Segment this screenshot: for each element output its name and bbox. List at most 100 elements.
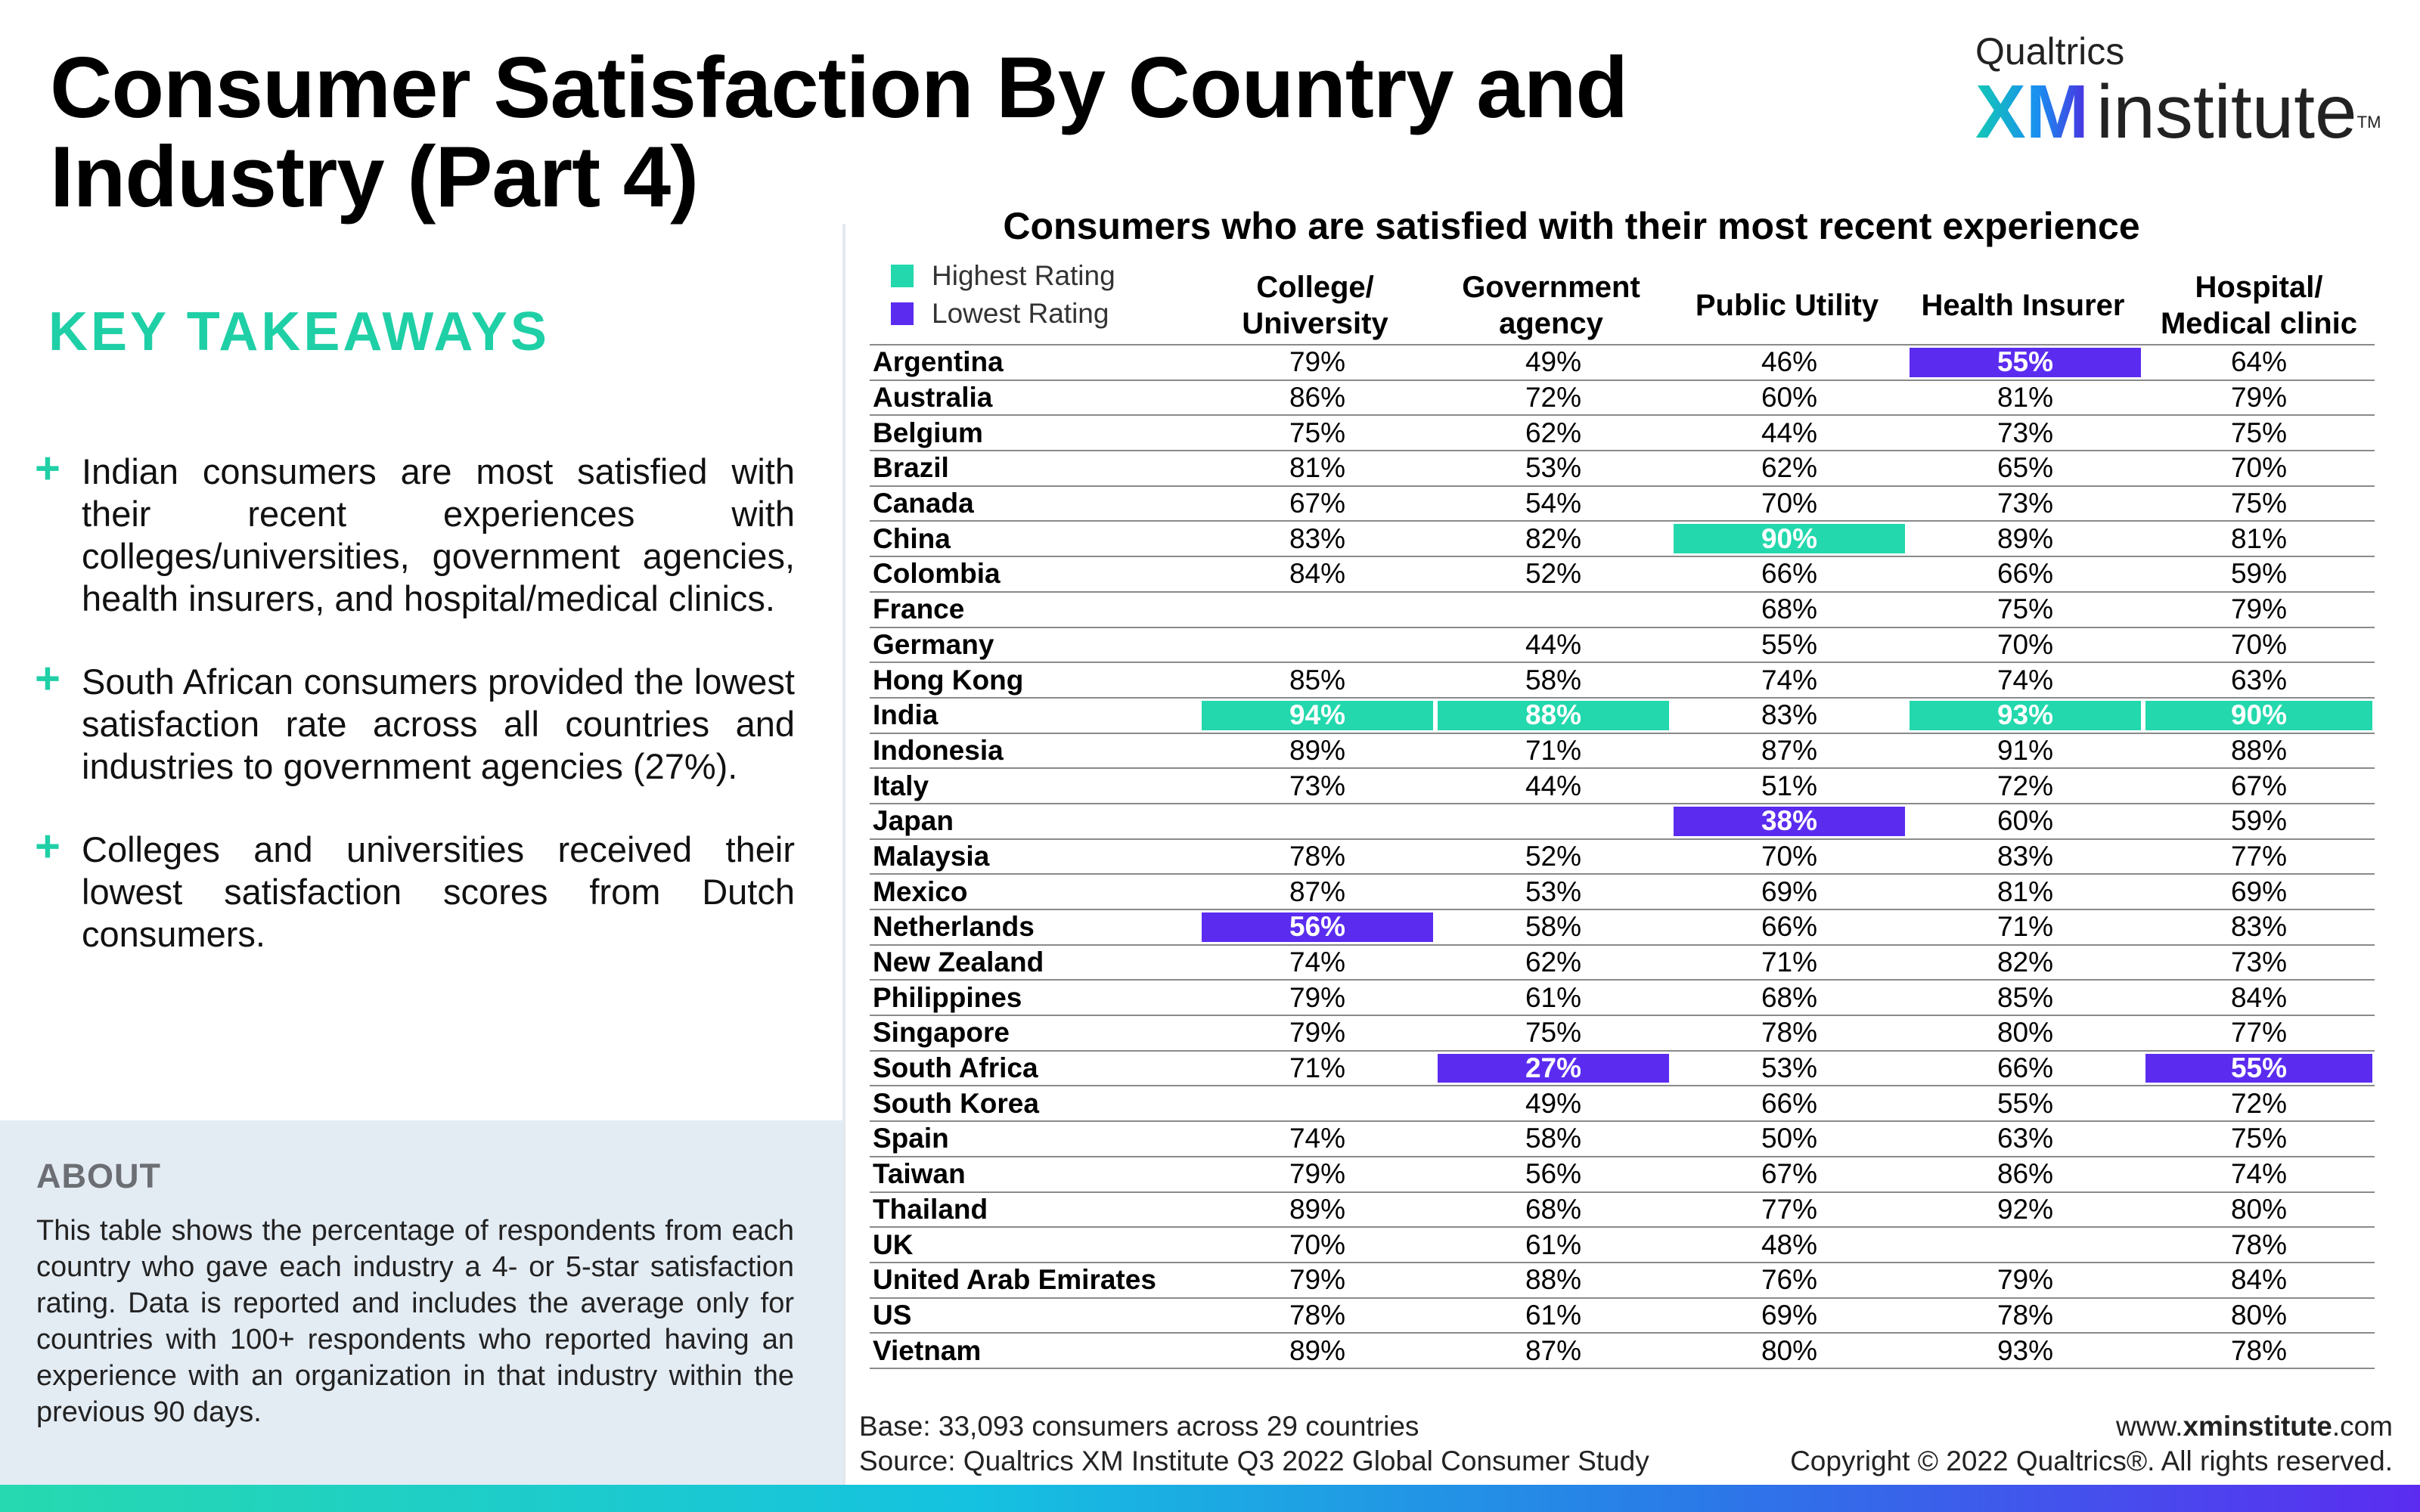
table-row: Mexico 87% 53% 69% 81% 69% — [870, 874, 2375, 910]
table-row: New Zealand 74% 62% 71% 82% 73% — [870, 944, 2375, 981]
value-cell: 49% — [1435, 344, 1671, 381]
value-cell: 68% — [1435, 1191, 1671, 1228]
value-cell: 66% — [1671, 1086, 1907, 1123]
value-cell: 78% — [1907, 1297, 2143, 1334]
value-cell: 87% — [1671, 733, 1907, 770]
country-cell: Taiwan — [870, 1156, 1199, 1193]
value-cell: 89% — [1199, 733, 1435, 770]
table-title: Consumers who are satisfied with their m… — [1003, 205, 2140, 247]
value-cell: 48% — [1671, 1227, 1907, 1263]
value-cell: 63% — [2143, 662, 2375, 699]
column-header-utility: Public Utility — [1695, 289, 1879, 322]
value-cell — [1199, 803, 1435, 840]
value-cell: 59% — [2143, 556, 2375, 593]
value-cell: 77% — [2143, 1015, 2375, 1052]
value-cell: 51% — [1671, 768, 1907, 804]
country-cell: Hong Kong — [870, 662, 1199, 699]
country-cell: UK — [870, 1227, 1199, 1263]
footer-source: Source: Qualtrics XM Institute Q3 2022 G… — [859, 1445, 1649, 1476]
country-cell: United Arab Emirates — [870, 1262, 1199, 1299]
value-cell: 44% — [1435, 768, 1671, 804]
value-cell: 56% — [1435, 1156, 1671, 1193]
logo-qualtrics-text: Qualtrics — [1975, 30, 2125, 73]
value-cell: 75% — [2143, 415, 2375, 452]
plus-icon: + — [35, 822, 60, 871]
table-row: Japan 38% 60% 59% — [870, 803, 2375, 840]
legend-label-highest: Highest Rating — [932, 260, 1115, 291]
country-cell: China — [870, 521, 1199, 558]
country-cell: South Korea — [870, 1086, 1199, 1123]
table-row: Canada 67% 54% 70% 73% 75% — [870, 485, 2375, 522]
value-cell: 73% — [2143, 944, 2375, 981]
legend-swatch-lowest — [891, 302, 914, 325]
table-row: Australia 86% 72% 60% 81% 79% — [870, 380, 2375, 417]
satisfaction-table: Argentina 79% 49% 46% 55% 64% Australia 86% 72% 6… — [870, 344, 2375, 1369]
value-cell: 72% — [1907, 768, 2143, 804]
value-cell — [1435, 803, 1671, 840]
value-cell: 71% — [1671, 944, 1907, 981]
takeaway-item: + South African consumers provided the lo… — [35, 657, 795, 788]
footer-website[interactable]: www.xminstitute.com — [1790, 1409, 2393, 1444]
value-cell: 70% — [2143, 451, 2375, 487]
value-cell: 74% — [2143, 1156, 2375, 1193]
value-cell: 81% — [1907, 380, 2143, 417]
column-header-college: College/ University — [1242, 271, 1388, 340]
table-row: Thailand 89% 68% 77% 92% 80% — [870, 1191, 2375, 1228]
value-cell: 72% — [2143, 1086, 2375, 1123]
value-cell: 78% — [1199, 838, 1435, 875]
logo-trademark: TM — [2356, 113, 2381, 132]
value-cell: 88% — [2143, 733, 2375, 770]
value-cell: 77% — [1671, 1191, 1907, 1228]
takeaway-item: + Indian consumers are most satisfied wit… — [35, 447, 795, 620]
value-cell: 75% — [1199, 415, 1435, 452]
value-cell: 89% — [1907, 521, 2143, 558]
value-cell: 83% — [1199, 521, 1435, 558]
value-cell: 61% — [1435, 1227, 1671, 1263]
value-cell: 62% — [1435, 415, 1671, 452]
country-cell: Spain — [870, 1121, 1199, 1157]
value-cell: 66% — [1907, 1050, 2143, 1087]
column-header-government: Government agency — [1462, 271, 1640, 340]
value-cell: 53% — [1435, 451, 1671, 487]
table-row: India 94% 88% 83% 93% 90% — [870, 697, 2375, 734]
value-cell: 70% — [1199, 1227, 1435, 1263]
value-cell: 83% — [1671, 697, 1907, 734]
country-cell: Mexico — [870, 874, 1199, 910]
table-row: Singapore 79% 75% 78% 80% 77% — [870, 1015, 2375, 1052]
table-row: France 68% 75% 79% — [870, 591, 2375, 628]
website-bold: xminstitute — [2183, 1411, 2332, 1442]
takeaway-item: + Colleges and universities received thei… — [35, 822, 795, 956]
country-cell: Argentina — [870, 344, 1199, 381]
value-cell: 79% — [1907, 1262, 2143, 1299]
value-cell: 83% — [1907, 838, 2143, 875]
website-suffix: .com — [2332, 1411, 2393, 1442]
value-cell: 58% — [1435, 1121, 1671, 1157]
legend-swatch-highest — [891, 265, 914, 287]
value-cell: 73% — [1907, 415, 2143, 452]
country-cell: Germany — [870, 627, 1199, 664]
value-cell: 66% — [1671, 556, 1907, 593]
value-cell: 44% — [1435, 627, 1671, 664]
value-cell: 84% — [1199, 556, 1435, 593]
table-row: Italy 73% 44% 51% 72% 67% — [870, 768, 2375, 804]
value-cell: 27% — [1435, 1050, 1671, 1087]
value-cell: 81% — [1199, 451, 1435, 487]
value-cell: 79% — [1199, 1156, 1435, 1193]
value-cell: 75% — [2143, 485, 2375, 522]
logo-institute: institute — [2096, 70, 2357, 154]
value-cell: 75% — [2143, 1121, 2375, 1157]
footer-credits: www.xminstitute.com Copyright © 2022 Qua… — [1790, 1409, 2393, 1479]
value-cell: 83% — [2143, 909, 2375, 946]
value-cell: 87% — [1435, 1333, 1671, 1369]
table-row: Indonesia 89% 71% 87% 91% 88% — [870, 733, 2375, 770]
value-cell: 68% — [1671, 591, 1907, 628]
country-cell: France — [870, 591, 1199, 628]
country-cell: Thailand — [870, 1191, 1199, 1228]
value-cell: 86% — [1907, 1156, 2143, 1193]
value-cell: 70% — [1671, 485, 1907, 522]
table-row: US 78% 61% 69% 78% 80% — [870, 1297, 2375, 1334]
value-cell: 89% — [1199, 1191, 1435, 1228]
key-takeaways-heading: KEY TAKEAWAYS — [48, 302, 550, 362]
table-row: Brazil 81% 53% 62% 65% 70% — [870, 451, 2375, 487]
legend: Highest Rating Lowest Rating — [891, 257, 1115, 333]
